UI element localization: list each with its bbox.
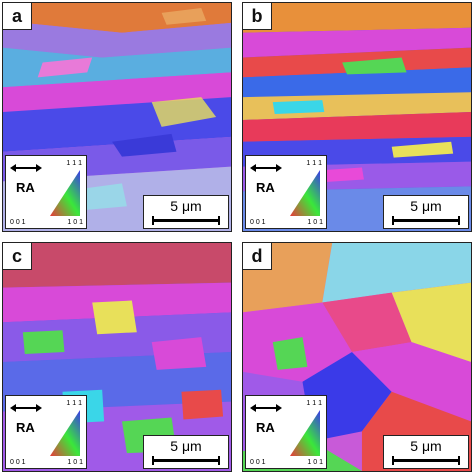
legend-101: 1 0 1 [307,219,323,226]
ra-label: RA [256,180,275,195]
orientation-legend: RA 1 1 1 0 0 1 1 0 1 [5,155,87,229]
scale-bar: 5 μm [143,435,229,469]
scale-bar: 5 μm [383,195,469,229]
ra-label: RA [16,420,35,435]
orientation-legend: RA 1 1 1 0 0 1 1 0 1 [5,395,87,469]
ra-label: RA [256,420,275,435]
orientation-legend: RA 1 1 1 0 0 1 1 0 1 [245,155,327,229]
legend-001: 0 0 1 [10,219,26,226]
scale-label: 5 μm [170,198,202,214]
legend-111: 1 1 1 [306,160,322,167]
legend-111: 1 1 1 [306,400,322,407]
scale-line [392,216,460,225]
scale-label: 5 μm [410,438,442,454]
legend-101: 1 0 1 [67,219,83,226]
scale-label: 5 μm [170,438,202,454]
legend-001: 0 0 1 [10,459,26,466]
legend-001: 0 0 1 [250,459,266,466]
ebsd-map-panel-b: b RA 1 1 1 0 0 1 1 0 1 5 μm [242,2,472,232]
scale-bar: 5 μm [383,435,469,469]
scale-line [152,456,220,465]
legend-001: 0 0 1 [250,219,266,226]
ebsd-map-panel-a: a RA 1 1 1 0 0 1 1 0 1 5 μm [2,2,232,232]
legend-111: 1 1 1 [66,160,82,167]
legend-101: 1 0 1 [67,459,83,466]
scale-bar: 5 μm [143,195,229,229]
scale-line [152,216,220,225]
ebsd-map-panel-c: c RA 1 1 1 0 0 1 1 0 1 5 μm [2,242,232,472]
scale-line [392,456,460,465]
ebsd-map-panel-d: d RA 1 1 1 0 0 1 1 0 1 5 μm [242,242,472,472]
ra-label: RA [16,180,35,195]
panel-label: b [243,3,272,30]
orientation-legend: RA 1 1 1 0 0 1 1 0 1 [245,395,327,469]
panel-label: a [3,3,32,30]
panel-label: d [243,243,272,270]
panel-label: c [3,243,32,270]
legend-111: 1 1 1 [66,400,82,407]
scale-label: 5 μm [410,198,442,214]
legend-101: 1 0 1 [307,459,323,466]
